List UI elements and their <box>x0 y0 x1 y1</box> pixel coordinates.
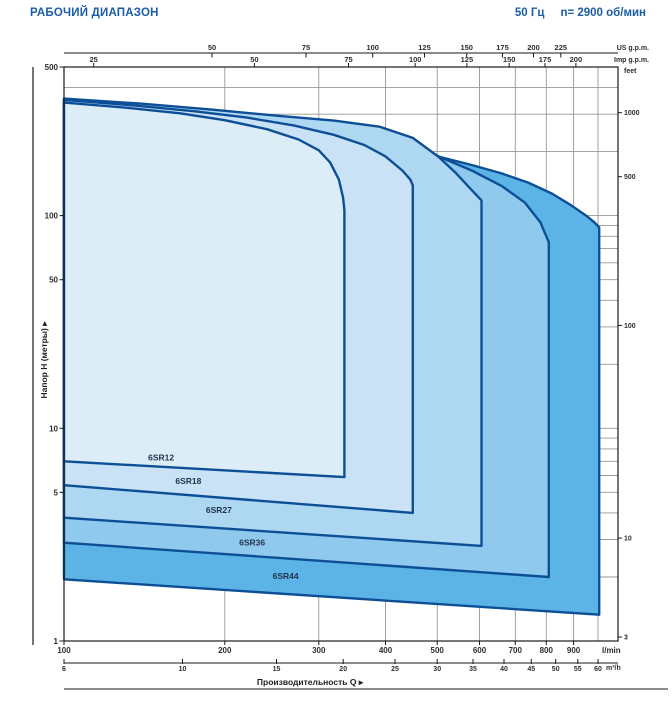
m3h-unit-label: m³/h <box>606 665 621 672</box>
m3h-tick-label: 35 <box>469 666 477 673</box>
m3h-tick-label: 10 <box>179 666 187 673</box>
head-tick-label: 100 <box>45 212 59 221</box>
imp-gpm-tick-label: 75 <box>344 55 352 64</box>
head-tick-label: 50 <box>49 276 58 285</box>
y-axis-title: Напор H (метры) ▸ <box>39 321 49 399</box>
imp-gpm-tick-label: 100 <box>409 55 422 64</box>
m3h-tick-label: 55 <box>574 666 582 673</box>
imp-gpm-unit-label: Imp g.p.m. <box>614 57 649 64</box>
us-gpm-tick-label: 150 <box>460 43 473 52</box>
m3h-tick-label: 45 <box>527 666 535 673</box>
lmin-tick-label: 700 <box>509 646 523 655</box>
m3h-tick-label: 20 <box>339 666 347 673</box>
series-label-6SR36: 6SR36 <box>239 538 265 548</box>
imp-gpm-tick-label: 200 <box>570 55 583 64</box>
feet-tick-label: 500 <box>624 174 636 181</box>
operating-conditions: 50 Гц n= 2900 об/мин <box>515 7 646 19</box>
lmin-tick-label: 100 <box>57 646 71 655</box>
us-gpm-tick-label: 75 <box>302 43 310 52</box>
us-gpm-tick-label: 100 <box>366 43 379 52</box>
head-tick-label: 10 <box>49 424 58 433</box>
m3h-tick-label: 60 <box>594 666 602 673</box>
m3h-tick-label: 40 <box>500 666 508 673</box>
lmin-tick-label: 300 <box>312 646 326 655</box>
m3h-tick-label: 15 <box>273 666 281 673</box>
us-gpm-tick-label: 175 <box>496 43 509 52</box>
head-tick-label: 500 <box>45 63 59 72</box>
us-gpm-unit-label: US g.p.m. <box>617 45 649 52</box>
lmin-tick-label: 800 <box>540 646 554 655</box>
x-axis-title: Производительность Q ▸ <box>257 677 364 687</box>
us-gpm-tick-label: 50 <box>208 43 216 52</box>
imp-gpm-tick-label: 175 <box>539 55 552 64</box>
feet-tick-label: 100 <box>624 323 636 330</box>
region-6SR12 <box>62 101 346 479</box>
lmin-unit-label: l/min <box>602 646 621 655</box>
lmin-tick-label: 600 <box>473 646 487 655</box>
frequency-label: 50 Гц <box>514 7 545 19</box>
series-label-6SR44: 6SR44 <box>273 571 299 581</box>
us-gpm-tick-label: 225 <box>555 43 568 52</box>
lmin-tick-label: 500 <box>431 646 445 655</box>
imp-gpm-tick-label: 50 <box>250 55 258 64</box>
feet-tick-label: 10 <box>624 536 632 543</box>
page-title: РАБОЧИЙ ДИАПАЗОН <box>30 7 159 19</box>
imp-gpm-tick-label: 150 <box>503 55 516 64</box>
series-label-6SR12: 6SR12 <box>148 452 174 462</box>
feet-tick-label: 1000 <box>624 110 640 117</box>
us-gpm-tick-label: 200 <box>527 43 540 52</box>
imp-gpm-tick-label: 125 <box>461 55 474 64</box>
feet-tick-label: 3 <box>624 635 628 642</box>
series-label-6SR27: 6SR27 <box>206 505 232 515</box>
lmin-tick-label: 200 <box>218 646 232 655</box>
imp-gpm-tick-label: 25 <box>90 55 98 64</box>
lmin-tick-label: 900 <box>567 646 581 655</box>
feet-unit-label: feet <box>624 68 637 75</box>
m3h-tick-label: 6 <box>62 666 66 673</box>
m3h-tick-label: 50 <box>552 666 560 673</box>
series-label-6SR18: 6SR18 <box>175 476 201 486</box>
us-gpm-tick-label: 125 <box>418 43 431 52</box>
lmin-tick-label: 400 <box>379 646 393 655</box>
head-tick-label: 5 <box>54 488 59 497</box>
m3h-tick-label: 30 <box>433 666 441 673</box>
plot-border <box>63 66 619 642</box>
speed-label: n= 2900 об/мин <box>560 7 646 19</box>
head-tick-label: 1 <box>54 637 59 646</box>
m3h-tick-label: 25 <box>391 666 399 673</box>
